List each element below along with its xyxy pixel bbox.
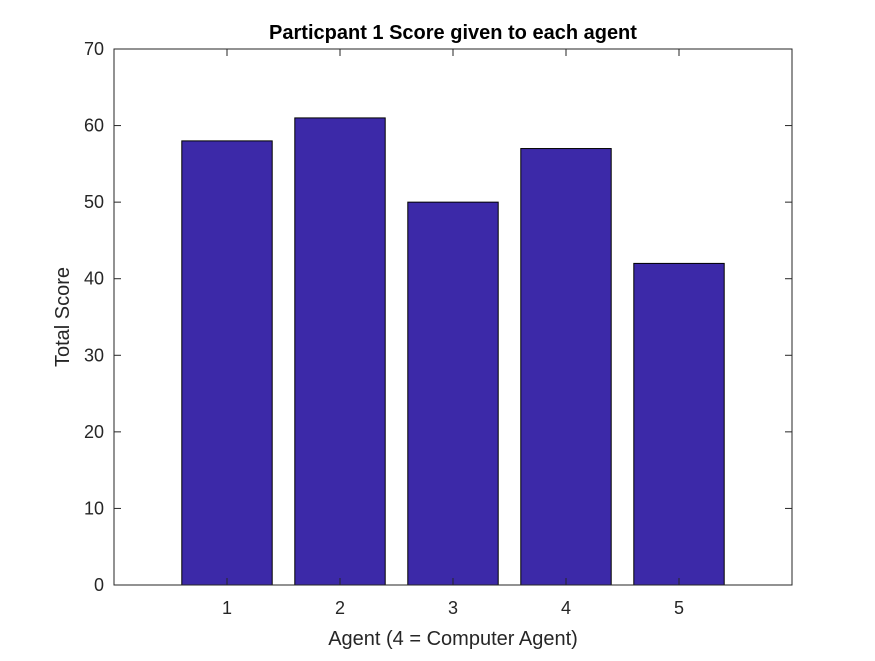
y-tick-label: 0 [94, 575, 104, 595]
chart-title: Particpant 1 Score given to each agent [269, 22, 637, 44]
y-tick-label: 10 [84, 498, 104, 518]
y-tick-label: 40 [84, 269, 104, 289]
bar-agent-4 [520, 148, 612, 586]
y-tick-label: 50 [84, 192, 104, 212]
x-axis-label: Agent (4 = Computer Agent) [328, 628, 578, 650]
bar-agent-2 [294, 117, 386, 586]
bars-group [181, 117, 725, 586]
x-tick-label: 4 [561, 598, 571, 618]
x-tick-label: 1 [222, 598, 232, 618]
bar-agent-5 [633, 262, 725, 586]
y-tick-label: 60 [84, 116, 104, 136]
y-axis-label: Total Score [52, 267, 74, 367]
y-tick-label: 20 [84, 422, 104, 442]
bar-agent-1 [181, 140, 273, 586]
axes-box [113, 48, 793, 586]
bar-agent-3 [407, 201, 499, 586]
x-tick-label: 3 [448, 598, 458, 618]
x-tick-label: 5 [674, 598, 684, 618]
x-tick-label: 2 [335, 598, 345, 618]
y-tick-label: 70 [84, 39, 104, 59]
y-tick-label: 30 [84, 345, 104, 365]
